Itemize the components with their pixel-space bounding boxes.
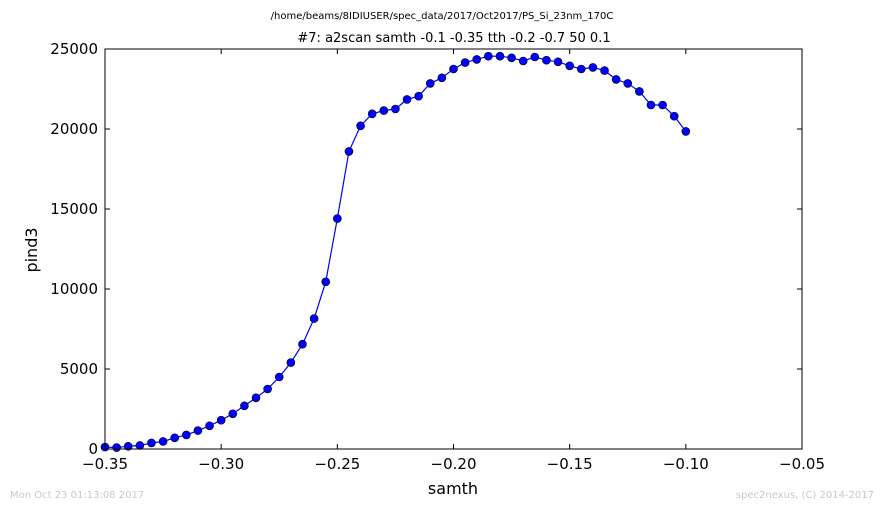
y-tick-label: 20000 (50, 120, 98, 138)
data-point (391, 104, 400, 114)
data-point (135, 441, 145, 450)
data-point (425, 79, 435, 88)
data-point (274, 372, 284, 382)
data-point (600, 66, 609, 75)
data-point (588, 63, 598, 72)
y-tick-label: 5000 (60, 360, 98, 378)
data-point (484, 51, 493, 61)
data-point (623, 79, 633, 88)
data-point (333, 214, 342, 223)
footer-credit: spec2nexus, (C) 2014-2017 (736, 490, 874, 501)
data-point (402, 95, 412, 104)
data-point (379, 106, 389, 115)
y-tick-label: 10000 (50, 280, 98, 298)
y-tick-label: 15000 (50, 200, 98, 218)
y-axis-ticks: 0 5000 10000 15000 20000 25000 (50, 40, 802, 458)
chart-title: #7: a2scan samth -0.1 -0.35 tth -0.2 -0.… (297, 31, 610, 46)
data-point (553, 57, 563, 67)
data-point (495, 51, 505, 61)
plot-frame (104, 48, 803, 450)
x-axis-ticks: −0.35 −0.30 −0.25 −0.20 −0.15 −0.10 −0.05 (82, 49, 825, 473)
data-point (681, 127, 691, 136)
data-point (669, 111, 679, 121)
data-point (263, 384, 272, 394)
data-point (507, 53, 516, 63)
data-point (367, 109, 377, 119)
file-path-header: /home/beams/8IDIUSER/spec_data/2017/Oct2… (271, 11, 614, 22)
data-point (309, 314, 319, 323)
data-point (356, 121, 365, 131)
x-tick-label: −0.15 (547, 455, 593, 473)
data-point (472, 55, 482, 64)
x-tick-label: −0.20 (431, 455, 477, 473)
x-tick-label: −0.10 (663, 455, 709, 473)
data-point (158, 437, 168, 446)
y-tick-label: 0 (88, 440, 98, 458)
data-point (251, 393, 261, 403)
x-tick-label: −0.30 (198, 455, 244, 473)
data-point (460, 58, 470, 67)
x-tick-label: −0.25 (314, 455, 360, 473)
x-axis-label: samth (428, 479, 478, 498)
data-point (298, 339, 307, 349)
y-tick-label: 25000 (50, 40, 98, 58)
data-point (182, 430, 191, 440)
data-point (228, 409, 238, 419)
x-tick-label: −0.05 (779, 455, 825, 473)
data-point (286, 358, 296, 367)
data-point (321, 277, 331, 287)
data-point (112, 443, 121, 452)
data-point (123, 441, 133, 451)
data-point (542, 55, 551, 65)
data-point (658, 100, 667, 110)
footer-timestamp: Mon Oct 23 01:13:08 2017 (10, 490, 144, 501)
series-layer (100, 51, 691, 452)
data-point (205, 421, 214, 431)
data-point (240, 401, 249, 411)
data-point (170, 433, 179, 443)
data-point (437, 73, 447, 83)
data-point (193, 426, 203, 435)
data-point (611, 75, 621, 84)
data-point (344, 147, 354, 156)
data-point (414, 91, 423, 101)
data-point (576, 64, 586, 74)
data-point (449, 64, 458, 74)
data-point (518, 56, 528, 66)
y-axis-label: pind3 (22, 227, 41, 272)
x-tick-label: −0.35 (82, 455, 128, 473)
data-point (530, 52, 540, 62)
data-point (216, 415, 226, 425)
data-point (646, 100, 656, 110)
data-point (565, 61, 574, 71)
series-line (104, 55, 687, 449)
data-point (635, 87, 644, 96)
data-point (147, 438, 156, 448)
